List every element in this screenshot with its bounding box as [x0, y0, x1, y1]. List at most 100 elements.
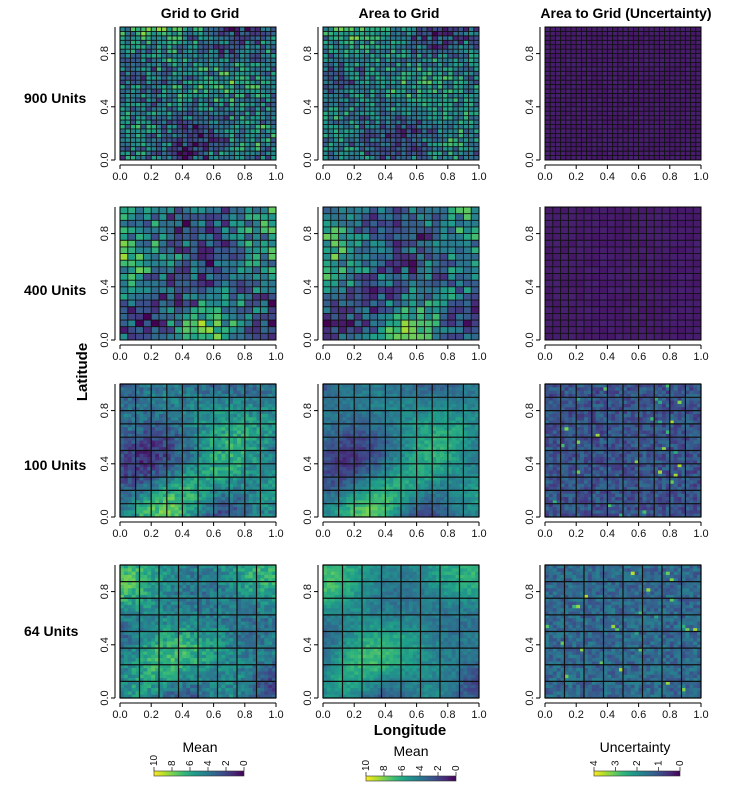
cell [244, 97, 251, 103]
cell [623, 133, 629, 139]
cell [440, 207, 449, 214]
cell [131, 493, 136, 498]
cell [584, 246, 593, 254]
cell [229, 213, 238, 221]
cell [192, 106, 199, 112]
cell [155, 477, 160, 481]
cell [323, 233, 332, 241]
cell [623, 273, 632, 281]
cell [338, 115, 345, 121]
cell [659, 120, 665, 125]
row-label-64: 64 Units [24, 623, 79, 639]
cell [649, 84, 655, 90]
cell [143, 306, 152, 314]
cell [406, 142, 412, 148]
cell [192, 66, 199, 72]
cell [406, 146, 412, 152]
cell [602, 31, 608, 37]
cell [187, 106, 194, 112]
cell [265, 155, 272, 161]
cell [208, 93, 214, 99]
cell [166, 84, 173, 90]
cell [581, 133, 587, 139]
cell [643, 102, 650, 108]
cell [669, 120, 676, 125]
cell [192, 151, 199, 156]
cell [178, 400, 183, 405]
cell [178, 490, 183, 495]
cell [174, 420, 179, 425]
cell [568, 266, 577, 274]
y-tick-label: 0.0 [524, 332, 536, 347]
cell [377, 246, 386, 254]
cell [170, 384, 175, 388]
cell [139, 483, 144, 488]
cell [458, 49, 464, 54]
cell [458, 75, 464, 81]
cell [591, 280, 600, 288]
cell [377, 273, 386, 281]
cell [146, 62, 152, 68]
cell [369, 120, 376, 125]
cell [221, 306, 230, 314]
cell [213, 120, 220, 125]
cell [125, 137, 131, 143]
cell [654, 240, 663, 248]
cell [690, 120, 697, 125]
cell [453, 106, 459, 112]
cell [586, 31, 593, 37]
cell [190, 233, 199, 241]
cell [545, 62, 551, 68]
cell [385, 35, 391, 41]
cell [255, 35, 261, 41]
cell [174, 480, 179, 485]
cell [375, 58, 381, 63]
cell [664, 111, 671, 117]
cell [390, 155, 397, 161]
cell [255, 93, 261, 99]
cell [369, 27, 376, 32]
cell [155, 493, 160, 498]
cell [623, 137, 629, 143]
cell [591, 66, 598, 72]
cell [120, 120, 126, 125]
cell [411, 142, 417, 148]
cell [617, 58, 624, 63]
x-tick-label: 1.0 [471, 171, 486, 183]
cell [602, 128, 608, 134]
cell [156, 84, 162, 90]
cell [421, 120, 428, 125]
cell [234, 120, 240, 125]
cell [213, 333, 222, 341]
cell [265, 35, 272, 41]
cell [571, 80, 577, 85]
cell [447, 313, 456, 321]
cell [224, 155, 230, 161]
cell [568, 326, 577, 334]
cell [617, 44, 624, 50]
cell [166, 393, 172, 398]
cell [411, 133, 417, 139]
cell [473, 97, 480, 103]
cell [680, 97, 686, 103]
cell [135, 207, 144, 214]
cell [586, 97, 593, 103]
cell [151, 280, 160, 288]
cell [463, 273, 472, 281]
cell [427, 58, 433, 63]
cell [447, 280, 456, 288]
cell [586, 115, 593, 121]
cell [229, 71, 235, 77]
cell [166, 510, 172, 515]
cell [354, 89, 360, 94]
cell [565, 80, 572, 85]
cell [323, 280, 332, 288]
cell [411, 155, 417, 161]
cell [550, 31, 556, 37]
cell [208, 89, 214, 94]
cell [143, 240, 152, 248]
cell [659, 128, 665, 134]
cell [203, 111, 209, 117]
cell [377, 306, 386, 314]
cell [323, 133, 329, 139]
